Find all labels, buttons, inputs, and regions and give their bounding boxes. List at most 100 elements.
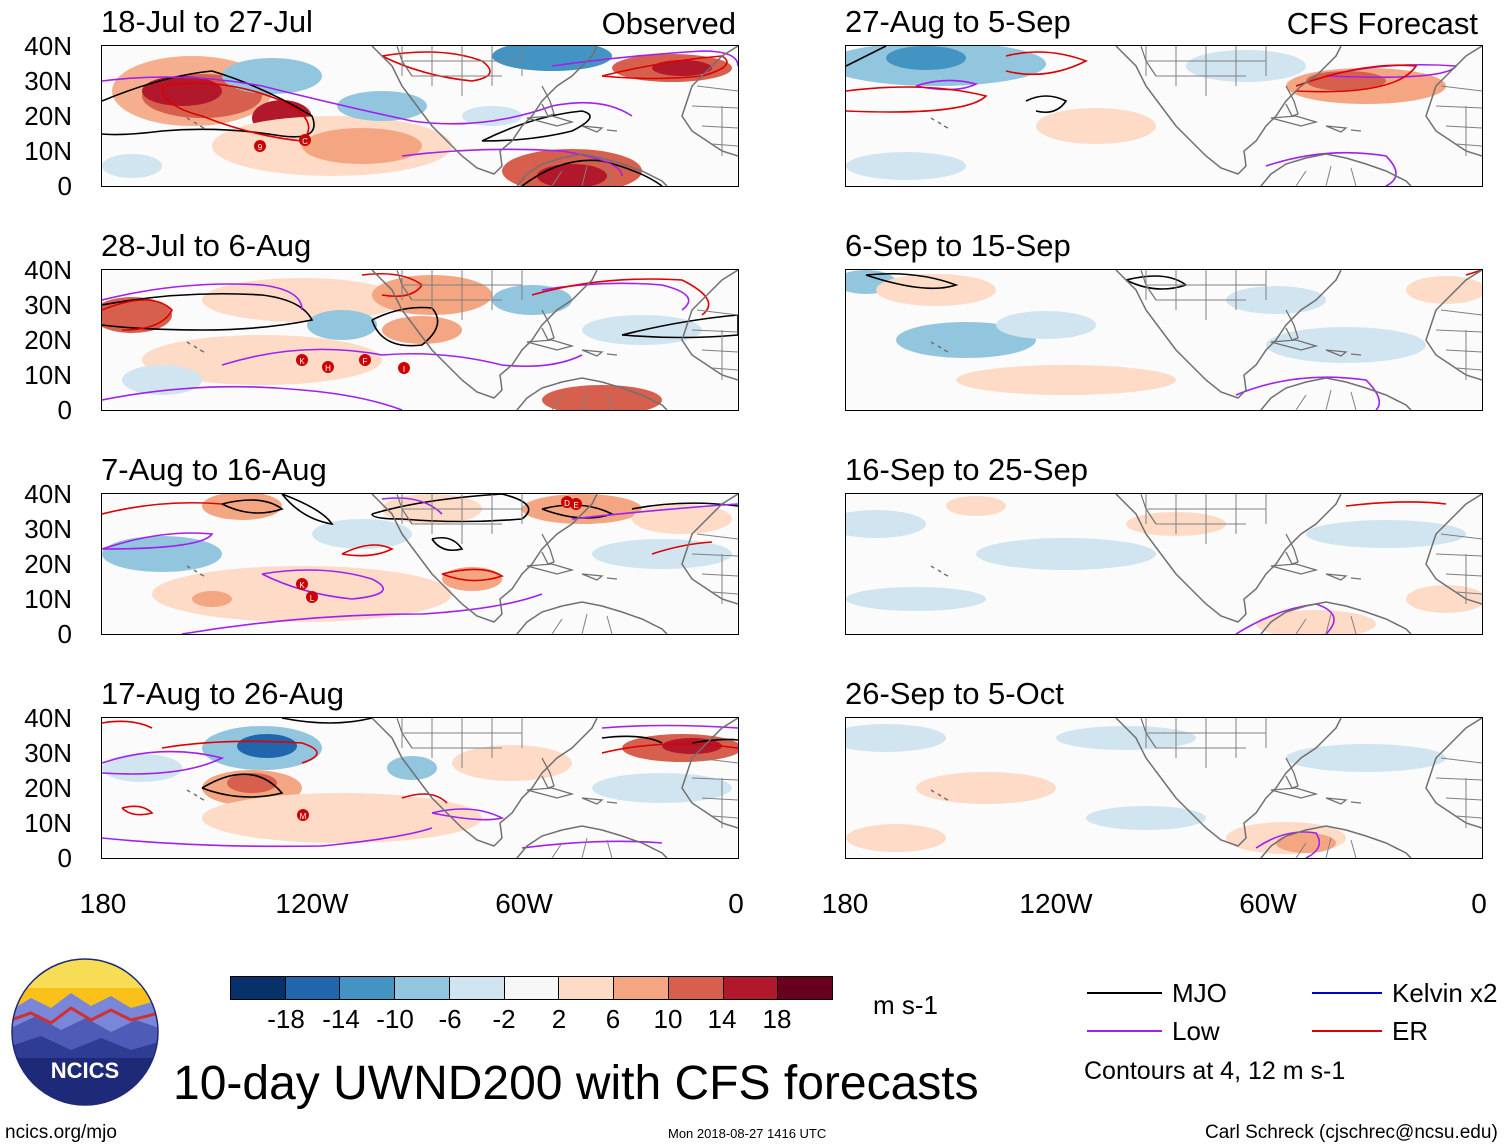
storm-marker	[296, 354, 308, 366]
lon-label: 60W	[1239, 888, 1297, 919]
colorbar-swatch	[778, 977, 833, 999]
colorbar-label: -2	[492, 1004, 516, 1034]
colorbar-label: -10	[376, 1004, 414, 1034]
map-panel-1-field: 9 C	[102, 46, 738, 186]
lon-label: 180	[79, 888, 127, 919]
storm-marker	[359, 354, 371, 366]
lat-label: 40N	[24, 703, 72, 733]
lat-label: 10N	[24, 808, 72, 838]
map-panel-5	[845, 45, 1483, 187]
panel-5-title: 27-Aug to 5-Sep	[845, 4, 1071, 39]
storm-label: M	[300, 812, 307, 821]
storm-label: E	[573, 501, 578, 510]
map-panel-3-field: D E K L	[102, 494, 738, 634]
colorbar-label: -18	[267, 1004, 305, 1034]
storm-label: F	[363, 357, 368, 366]
legend-label-kelvin: Kelvin x2	[1392, 978, 1498, 1008]
lat-label: 0	[57, 395, 72, 425]
legend-line-er	[1312, 1030, 1382, 1032]
map-panel-2-field: K H F I	[102, 270, 738, 410]
footer-timestamp: Mon 2018-08-27 1416 UTC	[668, 1126, 827, 1141]
colorbar-swatch	[340, 977, 396, 999]
storm-marker	[398, 362, 410, 374]
lat-label: 20N	[24, 773, 72, 803]
map-panel-6-field	[846, 270, 1482, 410]
legend-line-kelvin	[1312, 992, 1382, 994]
legend-label-mjo: MJO	[1172, 978, 1227, 1008]
map-panel-7-field	[846, 494, 1482, 634]
ncics-logo: NCICS	[11, 958, 159, 1106]
map-panel-7	[845, 493, 1483, 635]
colorbar-label: 6	[605, 1004, 621, 1034]
storm-label: 9	[258, 143, 263, 152]
panel-5-tag: CFS Forecast	[1286, 6, 1478, 41]
lat-label: 20N	[24, 325, 72, 355]
lat-label: 20N	[24, 101, 72, 131]
footer-left-url[interactable]: ncics.org/mjo	[5, 1122, 117, 1143]
lon-label: 0	[728, 888, 744, 919]
storm-label: I	[403, 365, 405, 374]
lat-label: 30N	[24, 290, 72, 320]
colorbar-label: 18	[762, 1004, 792, 1034]
storm-marker	[299, 134, 311, 146]
panel-1-tag: Observed	[601, 6, 736, 41]
lat-label: 40N	[24, 31, 72, 61]
lon-label: 120W	[275, 888, 349, 919]
legend-label-low: Low	[1172, 1016, 1220, 1046]
lat-label: 30N	[24, 514, 72, 544]
colorbar-label: -14	[322, 1004, 360, 1034]
colorbar-swatch	[504, 977, 560, 999]
panel-6-title: 6-Sep to 15-Sep	[845, 228, 1071, 263]
lat-label: 10N	[24, 136, 72, 166]
colorbar-label: 14	[707, 1004, 737, 1034]
colorbar-label: 10	[653, 1004, 683, 1034]
map-panel-4: M	[101, 717, 739, 859]
panel-4-title: 17-Aug to 26-Aug	[101, 676, 345, 711]
lat-label: 40N	[24, 479, 72, 509]
lat-label: 40N	[24, 255, 72, 285]
map-panel-5-field	[846, 46, 1482, 186]
storm-marker	[570, 498, 582, 510]
storm-marker	[254, 140, 266, 152]
lat-label: 0	[57, 619, 72, 649]
figure-title: 10-day UWND200 with CFS forecasts	[173, 1057, 979, 1110]
map-panel-2: K H F I	[101, 269, 739, 411]
legend-line-mjo	[1087, 992, 1162, 994]
colorbar-swatch	[285, 977, 341, 999]
lon-label: 0	[1471, 888, 1487, 919]
colorbar-label: -6	[438, 1004, 462, 1034]
lon-label: 180	[821, 888, 869, 919]
map-panel-1: 9 C	[101, 45, 739, 187]
colorbar-units: m s-1	[873, 990, 938, 1020]
storm-label: L	[310, 594, 315, 603]
map-panel-6	[845, 269, 1483, 411]
storm-marker	[322, 361, 334, 373]
colorbar-swatch	[668, 977, 724, 999]
storm-marker	[297, 809, 309, 821]
colorbar-swatch	[559, 977, 615, 999]
colorbar	[230, 976, 833, 1000]
storm-label: K	[299, 581, 305, 590]
colorbar-label: 2	[551, 1004, 567, 1034]
lat-label: 0	[57, 171, 72, 201]
map-panel-3: D E K L	[101, 493, 739, 635]
panel-3-title: 7-Aug to 16-Aug	[101, 452, 327, 487]
lat-label: 0	[57, 843, 72, 873]
lat-label: 10N	[24, 584, 72, 614]
storm-marker	[306, 591, 318, 603]
storm-label: C	[302, 137, 308, 146]
lon-label: 120W	[1019, 888, 1093, 919]
panel-1-title: 18-Jul to 27-Jul	[101, 4, 313, 39]
map-panel-8	[845, 717, 1483, 859]
colorbar-swatch	[449, 977, 505, 999]
map-panel-4-field: M	[102, 718, 738, 858]
lon-label: 60W	[495, 888, 553, 919]
colorbar-swatch	[231, 977, 286, 999]
colorbar-swatch	[614, 977, 669, 999]
logo-text: NCICS	[51, 1058, 119, 1083]
lat-label: 30N	[24, 738, 72, 768]
storm-label: D	[564, 499, 570, 508]
lat-label: 20N	[24, 549, 72, 579]
storm-label: K	[299, 357, 305, 366]
colorbar-swatch	[723, 977, 779, 999]
